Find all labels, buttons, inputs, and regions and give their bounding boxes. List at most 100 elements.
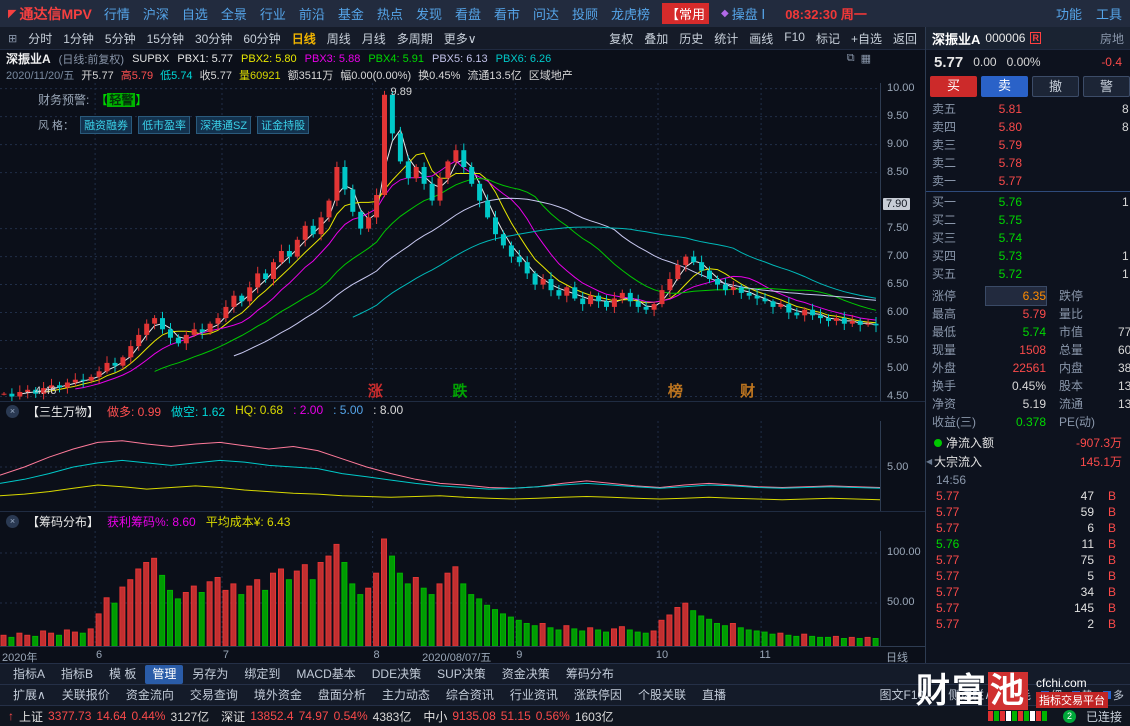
style-tag-低市盈率[interactable]: 低市盈率: [138, 116, 191, 134]
app-logo[interactable]: ◤ 通达信MPV: [8, 4, 92, 24]
orderbook-row[interactable]: 买四 5.73 1: [926, 247, 1130, 265]
menu-item-发现[interactable]: 发现: [415, 7, 442, 22]
action-+自选[interactable]: +自选: [850, 31, 882, 46]
menu-item-问达[interactable]: 问达: [532, 7, 559, 22]
menu-item-行情[interactable]: 行情: [103, 7, 130, 22]
menu-item-全景[interactable]: 全景: [220, 7, 247, 22]
menu-item-热点[interactable]: 热点: [376, 7, 403, 22]
orderbook-row[interactable]: 卖三 5.79: [926, 136, 1130, 154]
window-icon[interactable]: ⊞: [8, 32, 18, 45]
mini-tab-势[interactable]: 势: [1072, 687, 1093, 703]
tab-资金流向[interactable]: 资金流向: [125, 687, 174, 702]
trade-button-买[interactable]: 买: [930, 76, 977, 97]
orderbook-row[interactable]: 卖二 5.78: [926, 154, 1130, 172]
tab-综合资讯[interactable]: 综合资讯: [445, 687, 494, 702]
market-blocks-icon[interactable]: [987, 711, 1047, 721]
tick-list[interactable]: 5.77 47 B 5.77 59 B 5.77 6 B 5.76 11 B 5.77 75 B 5.77 5 B…: [926, 488, 1130, 632]
period-分时[interactable]: 分时: [28, 31, 53, 46]
tab-模 板[interactable]: 模 板: [109, 666, 137, 681]
index-上证[interactable]: ↑ 上证 3377.73 14.64 0.44% 3127亿: [8, 709, 210, 724]
tab-管理[interactable]: 管理: [145, 664, 184, 684]
tab-涨跌停因[interactable]: 涨跌停因: [573, 687, 622, 702]
period-周线[interactable]: 周线: [326, 31, 351, 46]
finance-warning[interactable]: 财务预警: 【轻警】: [38, 91, 147, 108]
period-更多∨[interactable]: 更多∨: [443, 31, 477, 46]
menu-favorite[interactable]: 【常用: [662, 3, 710, 24]
menu-功能[interactable]: 功能: [1055, 7, 1082, 22]
index-深证[interactable]: 深证 13852.4 74.97 0.54% 4383亿: [221, 709, 412, 724]
tab-MACD基本[interactable]: MACD基本: [296, 666, 356, 681]
menu-caopan[interactable]: ◆ 操盘 Ⅰ: [721, 4, 765, 23]
mini-tab-细[interactable]: 细: [1041, 687, 1062, 703]
connection-badge[interactable]: 2: [1062, 709, 1076, 723]
trade-button-卖[interactable]: 卖: [981, 76, 1028, 97]
mini-tab-多[interactable]: 多: [1103, 687, 1124, 703]
menu-item-看盘[interactable]: 看盘: [454, 7, 481, 22]
action-复权[interactable]: 复权: [609, 31, 634, 46]
orderbook-row[interactable]: 买三 5.74: [926, 229, 1130, 247]
orderbook-row[interactable]: 卖一 5.77: [926, 172, 1130, 190]
action-返回[interactable]: 返回: [892, 31, 917, 46]
orderbook-row[interactable]: 卖五 5.81 8: [926, 100, 1130, 118]
tab-筹码分布[interactable]: 筹码分布: [565, 666, 614, 681]
period-多周期[interactable]: 多周期: [396, 31, 433, 46]
tab-扩展∧[interactable]: 扩展∧: [13, 687, 46, 702]
style-tag-融资融券[interactable]: 融资融券: [80, 116, 133, 134]
index-中小[interactable]: 中小 9135.08 51.15 0.56% 1603亿: [423, 709, 614, 724]
menu-item-基金[interactable]: 基金: [337, 7, 364, 22]
menu-item-龙虎榜[interactable]: 龙虎榜: [611, 7, 651, 22]
style-tag-深港通SZ[interactable]: 深港通SZ: [196, 116, 252, 134]
action-标记[interactable]: 标记: [815, 31, 840, 46]
collapse-circle-icon[interactable]: ×: [6, 405, 19, 418]
tab-直播[interactable]: 直播: [701, 687, 726, 702]
tab-图文F10[interactable]: 图文F10: [879, 687, 925, 702]
tab-交易查询[interactable]: 交易查询: [189, 687, 238, 702]
action-F10[interactable]: F10: [784, 29, 805, 44]
menu-item-看市[interactable]: 看市: [493, 7, 520, 22]
panel-collapse-icon[interactable]: ◀: [926, 457, 933, 466]
period-日线[interactable]: 日线: [291, 31, 316, 46]
tab-DDE决策[interactable]: DDE决策: [371, 666, 422, 681]
tab-资金决策[interactable]: 资金决策: [501, 666, 550, 681]
period-30分钟[interactable]: 30分钟: [194, 31, 233, 46]
collapse-circle-icon[interactable]: ×: [6, 515, 19, 528]
orderbook-row[interactable]: 买五 5.72 1: [926, 265, 1130, 283]
action-画线[interactable]: 画线: [749, 31, 774, 46]
tab-侧边栏∧[interactable]: 侧边栏∧: [948, 687, 993, 702]
menu-工具[interactable]: 工具: [1095, 7, 1122, 22]
action-统计[interactable]: 统计: [714, 31, 739, 46]
menu-item-前沿[interactable]: 前沿: [298, 7, 325, 22]
tab-另存为[interactable]: 另存为: [192, 666, 229, 681]
menu-item-投顾[interactable]: 投顾: [572, 7, 599, 22]
indicator2-plot[interactable]: 5.00: [0, 421, 925, 511]
industry-label[interactable]: 房地: [1099, 31, 1124, 46]
action-叠加[interactable]: 叠加: [644, 31, 669, 46]
period-月线[interactable]: 月线: [361, 31, 386, 46]
grid-icon[interactable]: ▦: [860, 53, 871, 65]
action-历史[interactable]: 历史: [679, 31, 704, 46]
tab-指标B[interactable]: 指标B: [61, 666, 94, 681]
orderbook-row[interactable]: 买一 5.76 1: [926, 193, 1130, 211]
main-candle-chart[interactable]: 10.00 9.50 9.00 8.50 7.50 7.00 6.50 6.00 5.50 5.0…: [0, 82, 925, 402]
period-60分钟[interactable]: 60分钟: [243, 31, 281, 46]
menu-item-自选[interactable]: 自选: [181, 7, 208, 22]
tab-SUP决策[interactable]: SUP决策: [437, 666, 486, 681]
menu-item-沪深[interactable]: 沪深: [142, 7, 169, 22]
orderbook-row[interactable]: 卖四 5.80 8: [926, 118, 1130, 136]
mini-tab-毛[interactable]: 毛: [1010, 687, 1031, 703]
menu-item-行业[interactable]: 行业: [259, 7, 286, 22]
trade-button-撤[interactable]: 撤: [1032, 76, 1079, 97]
period-15分钟[interactable]: 15分钟: [146, 31, 184, 46]
tab-行业资讯[interactable]: 行业资讯: [509, 687, 558, 702]
orderbook-row[interactable]: 买二 5.75: [926, 211, 1130, 229]
tab-盘面分析[interactable]: 盘面分析: [317, 687, 366, 702]
style-tag-证金持股[interactable]: 证金持股: [257, 116, 310, 134]
tab-指标A[interactable]: 指标A: [13, 666, 46, 681]
period-5分钟[interactable]: 5分钟: [104, 31, 136, 46]
tab-境外资金[interactable]: 境外资金: [253, 687, 302, 702]
trade-button-警[interactable]: 警: [1083, 76, 1130, 97]
tab-个股关联[interactable]: 个股关联: [637, 687, 686, 702]
indicator3-plot[interactable]: 100.00 50.00: [0, 531, 925, 646]
tab-绑定到[interactable]: 绑定到: [244, 666, 281, 681]
tab-关联报价[interactable]: 关联报价: [61, 687, 110, 702]
